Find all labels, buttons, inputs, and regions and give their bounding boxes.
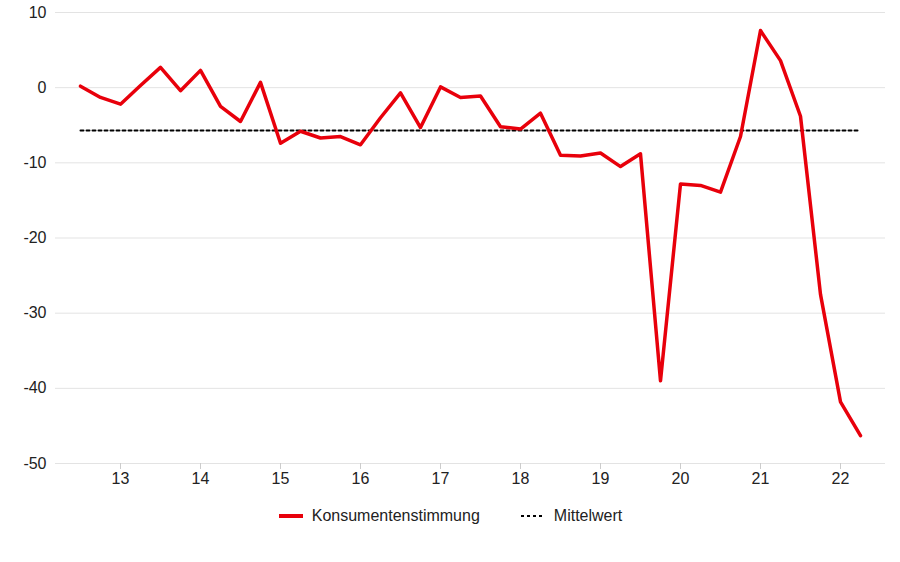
svg-text:-50: -50 — [23, 455, 46, 472]
svg-text:18: 18 — [512, 470, 530, 487]
svg-text:20: 20 — [672, 470, 690, 487]
html-text:Mittelwert: Mittelwert — [553, 507, 623, 524]
svg-text:13: 13 — [112, 470, 130, 487]
svg-text:21: 21 — [752, 470, 770, 487]
svg-text:15: 15 — [272, 470, 290, 487]
svg-text:-10: -10 — [23, 154, 46, 171]
svg-text:10: 10 — [29, 4, 47, 21]
svg-text:14: 14 — [192, 470, 210, 487]
svg-text:-40: -40 — [23, 379, 46, 396]
svg-text:-20: -20 — [23, 229, 46, 246]
svg-text:22: 22 — [832, 470, 850, 487]
svg-text:16: 16 — [352, 470, 370, 487]
html-text:Konsumentenstimmung: Konsumentenstimmung — [311, 507, 480, 524]
svg-text:19: 19 — [592, 470, 610, 487]
svg-text:-30: -30 — [23, 304, 46, 321]
svg-text:17: 17 — [432, 470, 450, 487]
svg-text:0: 0 — [38, 79, 47, 96]
